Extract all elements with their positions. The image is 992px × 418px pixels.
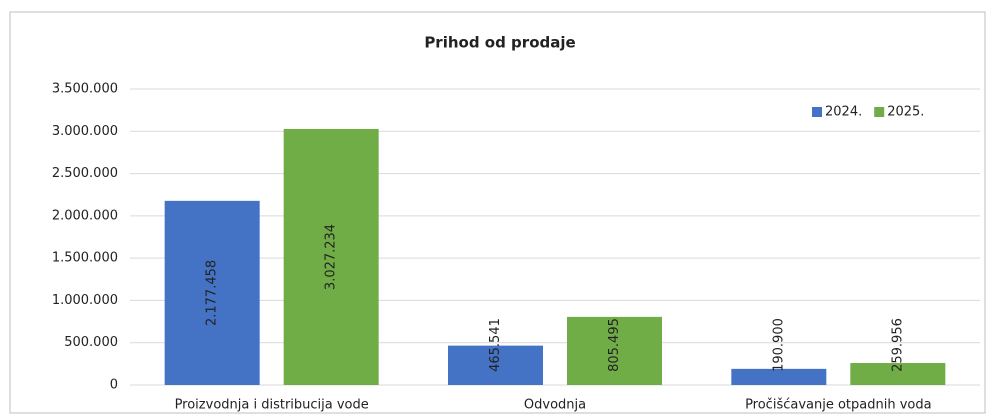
y-tick-label: 3.000.000 [52,124,118,139]
y-tick-label: 1.000.000 [52,293,118,308]
bar [850,363,946,385]
legend-swatch [874,107,885,117]
bar [448,345,543,385]
y-tick-label: 1.500.000 [52,251,118,266]
y-tick-label: 500.000 [64,335,118,350]
y-tick-label: 2.500.000 [52,166,118,181]
data-label: 3.027.234 [324,224,339,290]
y-tick-label: 2.000.000 [52,208,118,223]
data-label: 2.177.458 [205,260,220,326]
legend-label: 2025. [887,105,924,120]
bar [164,200,260,385]
data-label: 259.956 [890,318,905,372]
bar [731,368,827,385]
bar [567,316,662,385]
y-tick-label: 0 [110,378,118,393]
data-label: 190.900 [771,318,786,372]
legend-label: 2024. [825,105,862,120]
data-label: 465.541 [488,318,503,372]
y-tick-label: 3.500.000 [52,82,118,97]
bar [283,128,379,386]
legend-swatch [812,107,822,117]
x-tick-label: Proizvodnja i distribucija vode [175,398,369,413]
data-label: 805.495 [607,318,622,372]
x-tick-label: Odvodnja [524,398,586,413]
x-tick-label: Pročišćavanje otpadnih voda [745,398,932,413]
chart-title: Prihod od prodaje [424,34,575,52]
